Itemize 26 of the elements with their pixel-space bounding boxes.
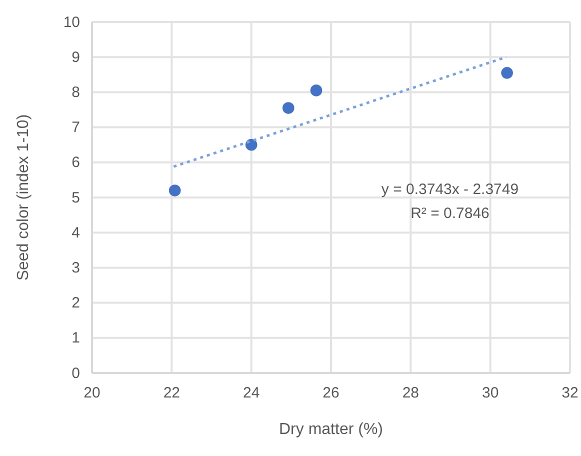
x-tick-label: 20 (84, 384, 100, 402)
y-tick-label: 0 (72, 364, 80, 382)
annotation: R² = 0.7846 (410, 204, 490, 222)
y-tick-label: 7 (72, 119, 80, 136)
x-tick-label: 32 (562, 384, 578, 402)
x-tick-label: 24 (242, 384, 260, 402)
y-tick-label: 3 (72, 260, 80, 276)
y-tick-label: 9 (72, 48, 80, 66)
x-tick-label: 30 (482, 384, 499, 402)
x-axis-title: Dry matter (%) (279, 421, 383, 438)
point (310, 84, 322, 96)
point (168, 184, 181, 196)
y-tick-label: 1 (72, 330, 80, 347)
y-tick-label: 2 (72, 294, 80, 312)
x-tick-label: 22 (163, 384, 180, 402)
x-tick-label: 26 (322, 384, 340, 402)
annotation: y = 0.3743x - 2.3749 (381, 180, 519, 198)
point (282, 102, 294, 114)
y-tick-label: 4 (72, 224, 80, 242)
y-tick-label: 5 (72, 189, 80, 206)
x-tick-label: 28 (402, 384, 420, 402)
y-tick-label: 10 (63, 14, 80, 31)
y-tick-label: 6 (72, 154, 80, 172)
y-axis-title: Seed color (index 1-10) (15, 114, 32, 281)
y-tick-label: 8 (72, 84, 80, 101)
point (501, 66, 513, 79)
